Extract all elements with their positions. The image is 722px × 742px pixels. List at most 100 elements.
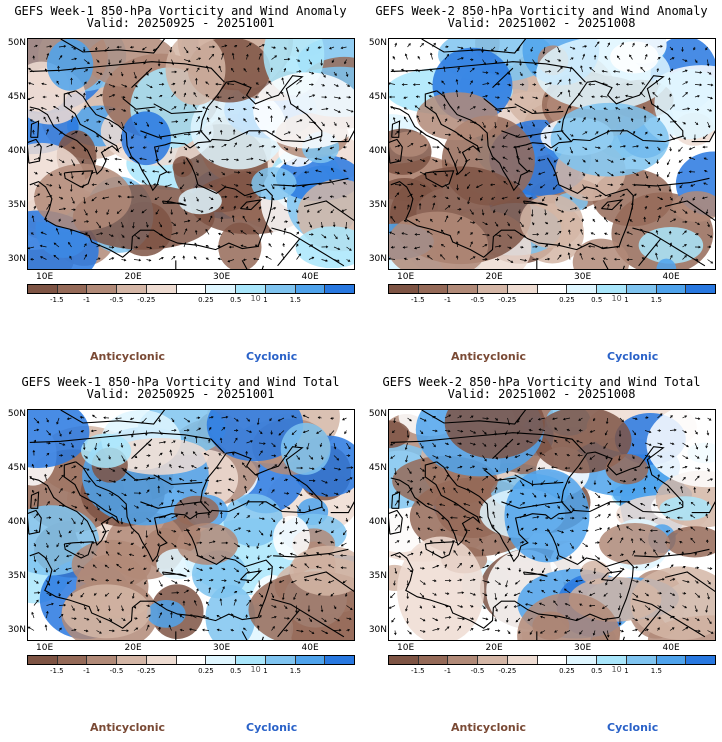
colorbar-cell: [117, 285, 147, 293]
colorbar-tick-label: -0.25: [137, 667, 156, 675]
coastline: [550, 501, 683, 520]
colorbar-cell: [57, 656, 88, 664]
vorticity-shade: [253, 72, 354, 149]
anticyclonic-label: Anticyclonic: [451, 721, 527, 734]
lat-label: 45N: [368, 463, 387, 474]
vorticity-shade: [416, 92, 498, 141]
panel-title: GEFS Week-2 850-hPa Vorticity and Wind T…: [382, 375, 701, 389]
lat-label: 40N: [7, 146, 26, 157]
colorbar-cell: [295, 656, 326, 664]
colorbar-cell: [656, 656, 687, 664]
coastline: [330, 501, 354, 514]
wind-vectors: [389, 41, 714, 264]
coastline: [273, 548, 349, 558]
vorticity-shade: [389, 211, 489, 269]
wind-vectors: [28, 43, 354, 263]
coastline: [241, 260, 264, 269]
coastline: [546, 157, 634, 247]
lon-label: 40E: [301, 643, 319, 653]
vorticity-shade: [605, 454, 649, 485]
coastline: [501, 501, 564, 509]
colorbar-cell: [567, 285, 598, 293]
coastline: [29, 61, 225, 83]
coastline: [240, 570, 263, 582]
lat-label: 35N: [368, 200, 387, 211]
coastline: [602, 631, 625, 640]
coastline: [390, 551, 620, 629]
cyclonic-label: Cyclonic: [607, 721, 659, 734]
colorbar-cell: [87, 285, 118, 293]
colorbar-cell: [57, 285, 88, 293]
colorbar: [27, 284, 355, 294]
coastline: [562, 75, 684, 137]
panel-valid-dates: Valid: 20251002 - 20251008: [447, 387, 636, 401]
colorbar-cell: [597, 285, 627, 293]
colorbar-tick-label: -1: [83, 667, 91, 675]
coastline: [483, 97, 517, 110]
coastline: [691, 501, 715, 514]
lat-label: 50N: [368, 38, 387, 49]
colorbar-tick-label: 1: [263, 667, 268, 675]
lon-label: 30E: [213, 272, 231, 282]
colorbar-tick-label: 0.5: [230, 667, 242, 675]
colorbar: [388, 284, 716, 294]
coastline: [390, 90, 481, 176]
coastline: [29, 90, 120, 176]
lon-label: 20E: [485, 643, 503, 653]
map-panel-4: GEFS Week-2 850-hPa Vorticity and Wind T…: [361, 371, 722, 742]
coastline: [424, 541, 455, 559]
coastline: [522, 200, 548, 206]
coastline: [241, 631, 264, 640]
coastline: [153, 103, 203, 115]
lon-label: 40E: [662, 272, 680, 282]
panel-title: GEFS Week-2 850-hPa Vorticity and Wind A…: [375, 4, 708, 18]
colorbar-cell: [117, 656, 147, 664]
vorticity-shade: [46, 39, 94, 91]
colorbar-tick-label: 0.25: [559, 296, 575, 304]
coastline: [30, 120, 40, 138]
anticyclonic-label: Anticyclonic: [90, 350, 166, 363]
lat-label: 30N: [368, 254, 387, 265]
panel-title: GEFS Week-1 850-hPa Vorticity and Wind A…: [14, 4, 347, 18]
colorbar-cell: [146, 285, 177, 293]
colorbar-cell: [325, 656, 355, 664]
colorbar-tick-label: -1.5: [410, 296, 425, 304]
coastline: [277, 609, 301, 638]
vorticity-shade: [659, 496, 712, 521]
colorbar-cell: [686, 656, 716, 664]
colorbar-cell: [28, 285, 58, 293]
coastline: [664, 571, 715, 593]
colorbar-cell: [418, 656, 449, 664]
coastline: [273, 177, 349, 187]
panel-valid-dates: Valid: 20250925 - 20251001: [86, 387, 275, 401]
lat-label: 40N: [368, 517, 387, 528]
lon-label: 10E: [397, 643, 415, 653]
coastline: [140, 130, 203, 138]
cyclonic-label: Cyclonic: [246, 721, 298, 734]
coastline: [601, 570, 624, 582]
coastline: [436, 461, 552, 563]
colorbar-unit: 10: [250, 294, 261, 303]
colorbar-cell: [87, 656, 118, 664]
lon-label: 10E: [397, 272, 415, 282]
coastline: [391, 120, 401, 138]
colorbar-tick-label: 1.5: [650, 296, 662, 304]
coastline: [185, 157, 273, 247]
coastline: [131, 67, 153, 88]
vorticity-shade: [28, 410, 90, 468]
colorbar-cell: [389, 656, 419, 664]
colorbar-cell: [626, 285, 657, 293]
coastline: [514, 103, 564, 115]
vorticity-map: [27, 38, 355, 270]
lat-label: 40N: [7, 517, 26, 528]
colorbar-tick-label: -1.5: [49, 667, 64, 675]
coastline: [664, 200, 715, 222]
colorbar-tick-label: -1: [444, 296, 452, 304]
colorbar-cell: [507, 285, 538, 293]
vorticity-shade: [389, 131, 429, 157]
cyclonic-label: Cyclonic: [246, 350, 298, 363]
coastline: [201, 446, 323, 508]
vorticity-shade: [289, 545, 354, 596]
lon-label: 20E: [124, 272, 142, 282]
coastline: [131, 438, 153, 459]
